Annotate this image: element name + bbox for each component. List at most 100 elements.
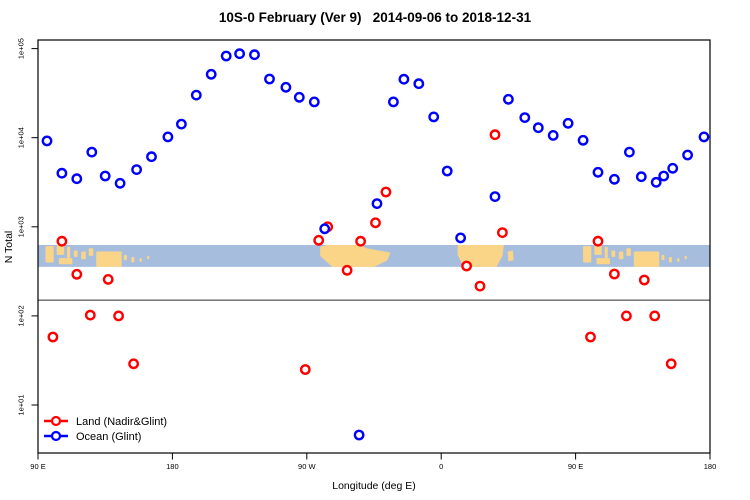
ocean-point — [205, 68, 217, 80]
land-patch — [67, 246, 71, 259]
land-madagascar — [507, 250, 514, 262]
ocean-point — [624, 146, 635, 158]
ocean-point — [308, 96, 320, 108]
land-patch — [594, 244, 602, 255]
land-point — [649, 310, 661, 322]
ocean-point — [502, 93, 514, 105]
land-patch — [618, 251, 624, 260]
ocean-point — [249, 49, 260, 61]
ocean-point — [609, 173, 620, 185]
ocean-point — [353, 429, 365, 441]
ocean-point — [577, 134, 589, 146]
land-point — [496, 227, 508, 239]
legend-land-label: Land (Nadir&Glint) — [76, 416, 167, 428]
land-patch — [96, 251, 122, 267]
land-patch — [88, 248, 94, 256]
plot-area: 1e+01 1e+02 1e+03 1e+04 1e+05 90 E 180 90 W 0 90 … — [17, 38, 717, 471]
land-point — [638, 274, 650, 286]
ocean-point — [220, 50, 232, 62]
land-point — [71, 268, 83, 280]
ocean-point — [519, 112, 531, 124]
legend-ocean-marker-icon — [50, 430, 62, 442]
land-point — [461, 260, 472, 272]
land-point — [609, 268, 620, 280]
ocean-point — [562, 117, 574, 129]
land-point — [380, 186, 392, 198]
land-patch — [661, 254, 665, 261]
x-tick-label: 180 — [166, 462, 179, 471]
x-tick-label: 90 W — [298, 462, 316, 471]
land-point — [84, 309, 96, 321]
x-tick-label: 0 — [439, 462, 443, 471]
ocean-point — [455, 232, 466, 244]
y-tick-label: 1e+02 — [17, 305, 26, 326]
land-patch — [45, 246, 54, 263]
ocean-point — [428, 111, 440, 123]
land-point — [128, 358, 140, 370]
ocean-point — [114, 177, 126, 189]
land-point — [113, 310, 125, 322]
x-tick-label: 90 E — [568, 462, 583, 471]
ocean-point — [371, 198, 383, 210]
land-patch — [73, 250, 78, 258]
ocean-point — [667, 162, 679, 174]
ocean-point — [387, 96, 399, 108]
land-point — [489, 129, 501, 141]
chart-title: 10S-0 February (Ver 9) 2014-09-06 to 201… — [219, 10, 532, 25]
y-tick-label: 1e+05 — [17, 38, 26, 59]
ocean-point — [592, 166, 604, 178]
ocean-point — [56, 167, 68, 179]
land-patch — [123, 254, 127, 261]
ocean-point — [441, 165, 453, 177]
legend-ocean-label: Ocean (Glint) — [76, 431, 141, 443]
land-point — [370, 217, 381, 229]
land-patch — [81, 251, 86, 260]
ocean-point — [190, 89, 202, 101]
plot-border — [37, 39, 711, 454]
ocean-point — [146, 151, 157, 163]
y-tick-label: 1e+03 — [17, 216, 26, 237]
ocean-point — [319, 223, 331, 235]
ocean-point — [413, 78, 425, 90]
land-point — [299, 364, 311, 375]
land-point — [585, 331, 596, 343]
land-patch — [56, 244, 65, 255]
series-ocean — [41, 48, 710, 441]
land-patch — [684, 255, 687, 260]
ocean-point — [635, 171, 647, 183]
land-point — [341, 264, 353, 276]
ocean-point — [489, 191, 501, 203]
ocean-point — [175, 118, 187, 130]
land-patch — [677, 258, 680, 263]
y-tick-label: 1e+04 — [17, 127, 26, 148]
land-patch — [626, 248, 631, 256]
x-axis-title: Longitude (deg E) — [332, 480, 415, 492]
land-patch — [668, 257, 672, 263]
ocean-point — [162, 131, 174, 143]
land-point — [621, 310, 632, 322]
land-patch — [604, 246, 608, 259]
ocean-point — [71, 173, 83, 185]
land-patch — [633, 251, 660, 267]
ocean-point — [99, 170, 111, 182]
y-axis-title: N Total — [3, 231, 15, 264]
ocean-point — [698, 131, 710, 143]
land-point — [355, 235, 366, 247]
series-land — [47, 129, 677, 375]
ocean-point — [398, 73, 410, 85]
x-tick-label: 180 — [704, 462, 717, 471]
land-south-america — [320, 245, 391, 267]
legend-land-marker-icon — [50, 415, 62, 427]
land-point — [665, 358, 677, 370]
ocean-point — [658, 170, 670, 182]
land-patch — [131, 257, 135, 263]
land-patch — [58, 258, 73, 265]
ocean-point — [547, 129, 559, 141]
ocean-point — [131, 164, 143, 176]
land-point — [474, 280, 486, 292]
land-point — [592, 235, 604, 247]
land-point — [47, 331, 59, 343]
ocean-point — [293, 91, 305, 103]
land-patch — [596, 258, 610, 265]
land-patch — [139, 258, 142, 263]
